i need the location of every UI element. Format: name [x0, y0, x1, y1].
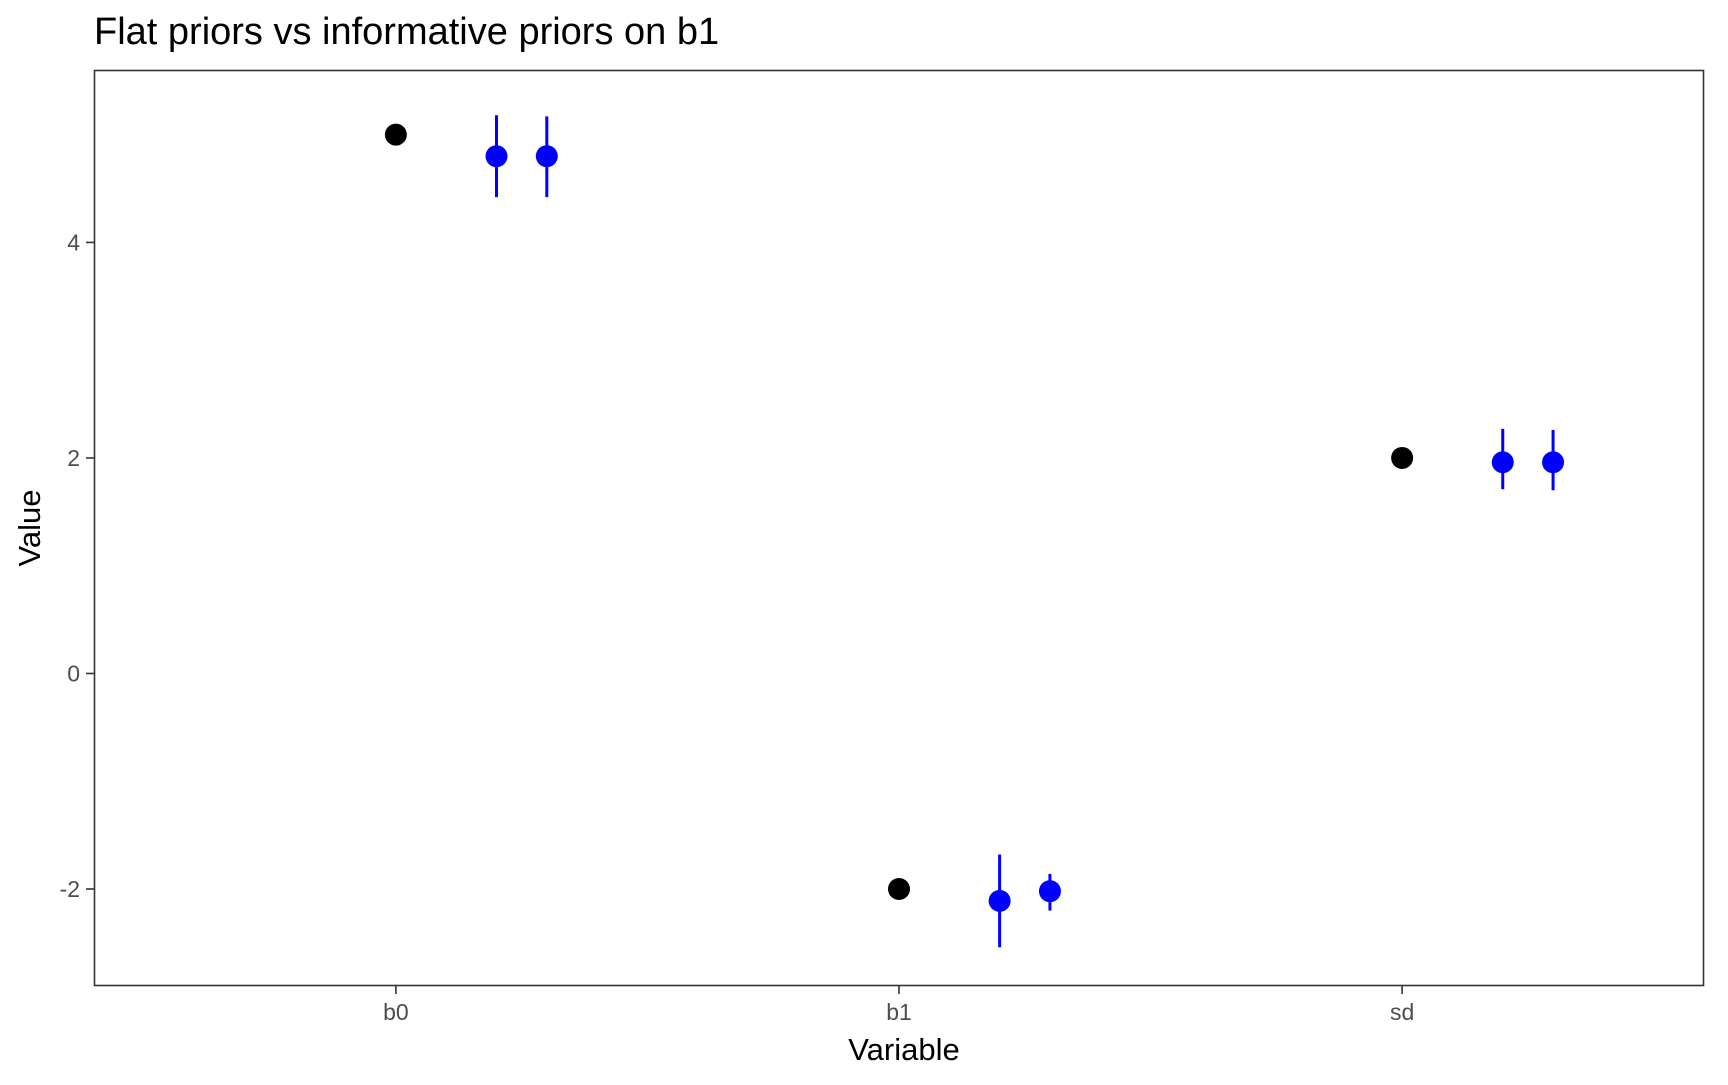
- data-point: [1542, 451, 1565, 474]
- plot-panel: [93, 69, 1705, 987]
- x-axis: b0 b1 sd: [383, 986, 1414, 1025]
- y-axis-title: Value: [12, 490, 47, 567]
- y-tick-label: 2: [67, 445, 80, 471]
- x-tick-label: sd: [1390, 999, 1414, 1025]
- data-marks: [384, 115, 1565, 948]
- data-point: [535, 145, 558, 168]
- data-point: [1491, 451, 1514, 474]
- x-axis-title: Variable: [848, 1032, 959, 1067]
- chart-title: Flat priors vs informative priors on b1: [94, 11, 719, 53]
- data-point: [1391, 446, 1414, 469]
- y-tick-label: 4: [67, 229, 80, 255]
- x-tick-label: b1: [886, 999, 912, 1025]
- data-point: [384, 123, 407, 146]
- data-point: [485, 145, 508, 168]
- data-point: [988, 889, 1011, 912]
- y-tick-label: -2: [60, 876, 80, 902]
- data-point: [1038, 880, 1061, 903]
- y-tick-label: 0: [67, 660, 80, 686]
- y-axis: -2 0 2 4: [60, 229, 94, 902]
- data-point: [888, 878, 910, 901]
- x-tick-label: b0: [383, 999, 409, 1025]
